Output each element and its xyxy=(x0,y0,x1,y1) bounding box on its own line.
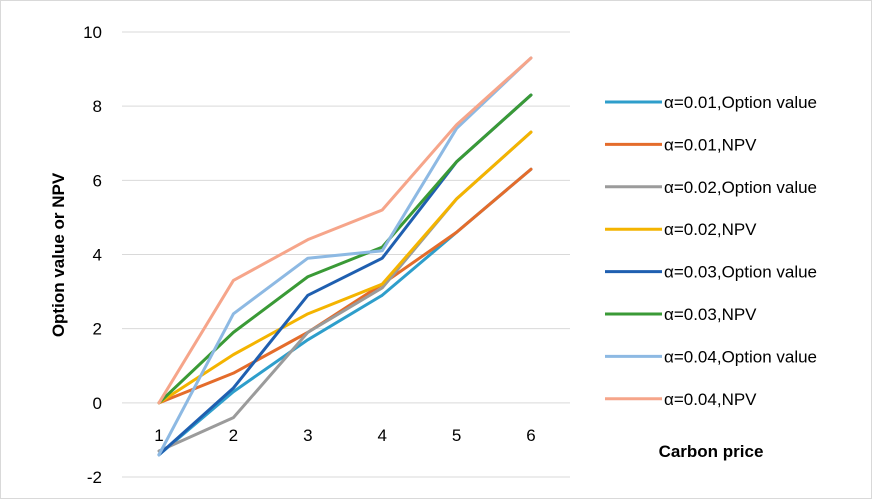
legend-label: α=0.03,NPV xyxy=(664,305,757,324)
x-tick-label: 3 xyxy=(303,426,312,445)
legend: α=0.01,Option value α=0.01,NPV α=0.02,Opti… xyxy=(605,93,817,409)
x-tick-label: 4 xyxy=(377,426,386,445)
series-line xyxy=(157,56,533,457)
x-axis-title: Carbon price xyxy=(659,442,764,461)
y-tick-label: 8 xyxy=(93,97,102,116)
series-line xyxy=(157,93,533,457)
y-tick-label: 2 xyxy=(93,320,102,339)
legend-label: α=0.04,Option value xyxy=(664,347,817,366)
legend-label: α=0.02,NPV xyxy=(664,220,757,239)
x-tick-label: 5 xyxy=(452,426,461,445)
y-tick-label: -2 xyxy=(87,468,102,487)
legend-label: α=0.01,NPV xyxy=(664,135,757,154)
x-tick-label: 6 xyxy=(526,426,535,445)
series-line xyxy=(157,93,533,405)
x-tick-labels: 1 2 3 4 5 6 xyxy=(154,426,535,445)
y-tick-labels: -2 0 2 4 6 8 10 xyxy=(83,23,102,487)
legend-label: α=0.04,NPV xyxy=(664,390,757,409)
series-line xyxy=(157,56,533,405)
y-tick-label: 10 xyxy=(83,23,102,42)
legend-label: α=0.02,Option value xyxy=(664,178,817,197)
series-lines xyxy=(157,56,533,457)
y-tick-label: 6 xyxy=(93,171,102,190)
y-axis-title: Option value or NPV xyxy=(49,172,68,337)
x-tick-label: 2 xyxy=(229,426,238,445)
x-tick-label: 1 xyxy=(154,426,163,445)
series-line xyxy=(157,167,533,405)
y-tick-label: 4 xyxy=(93,246,102,265)
y-tick-label: 0 xyxy=(93,394,102,413)
legend-label: α=0.01,Option value xyxy=(664,93,817,112)
legend-label: α=0.03,Option value xyxy=(664,263,817,282)
gridlines xyxy=(122,31,570,478)
series-line xyxy=(157,130,533,405)
